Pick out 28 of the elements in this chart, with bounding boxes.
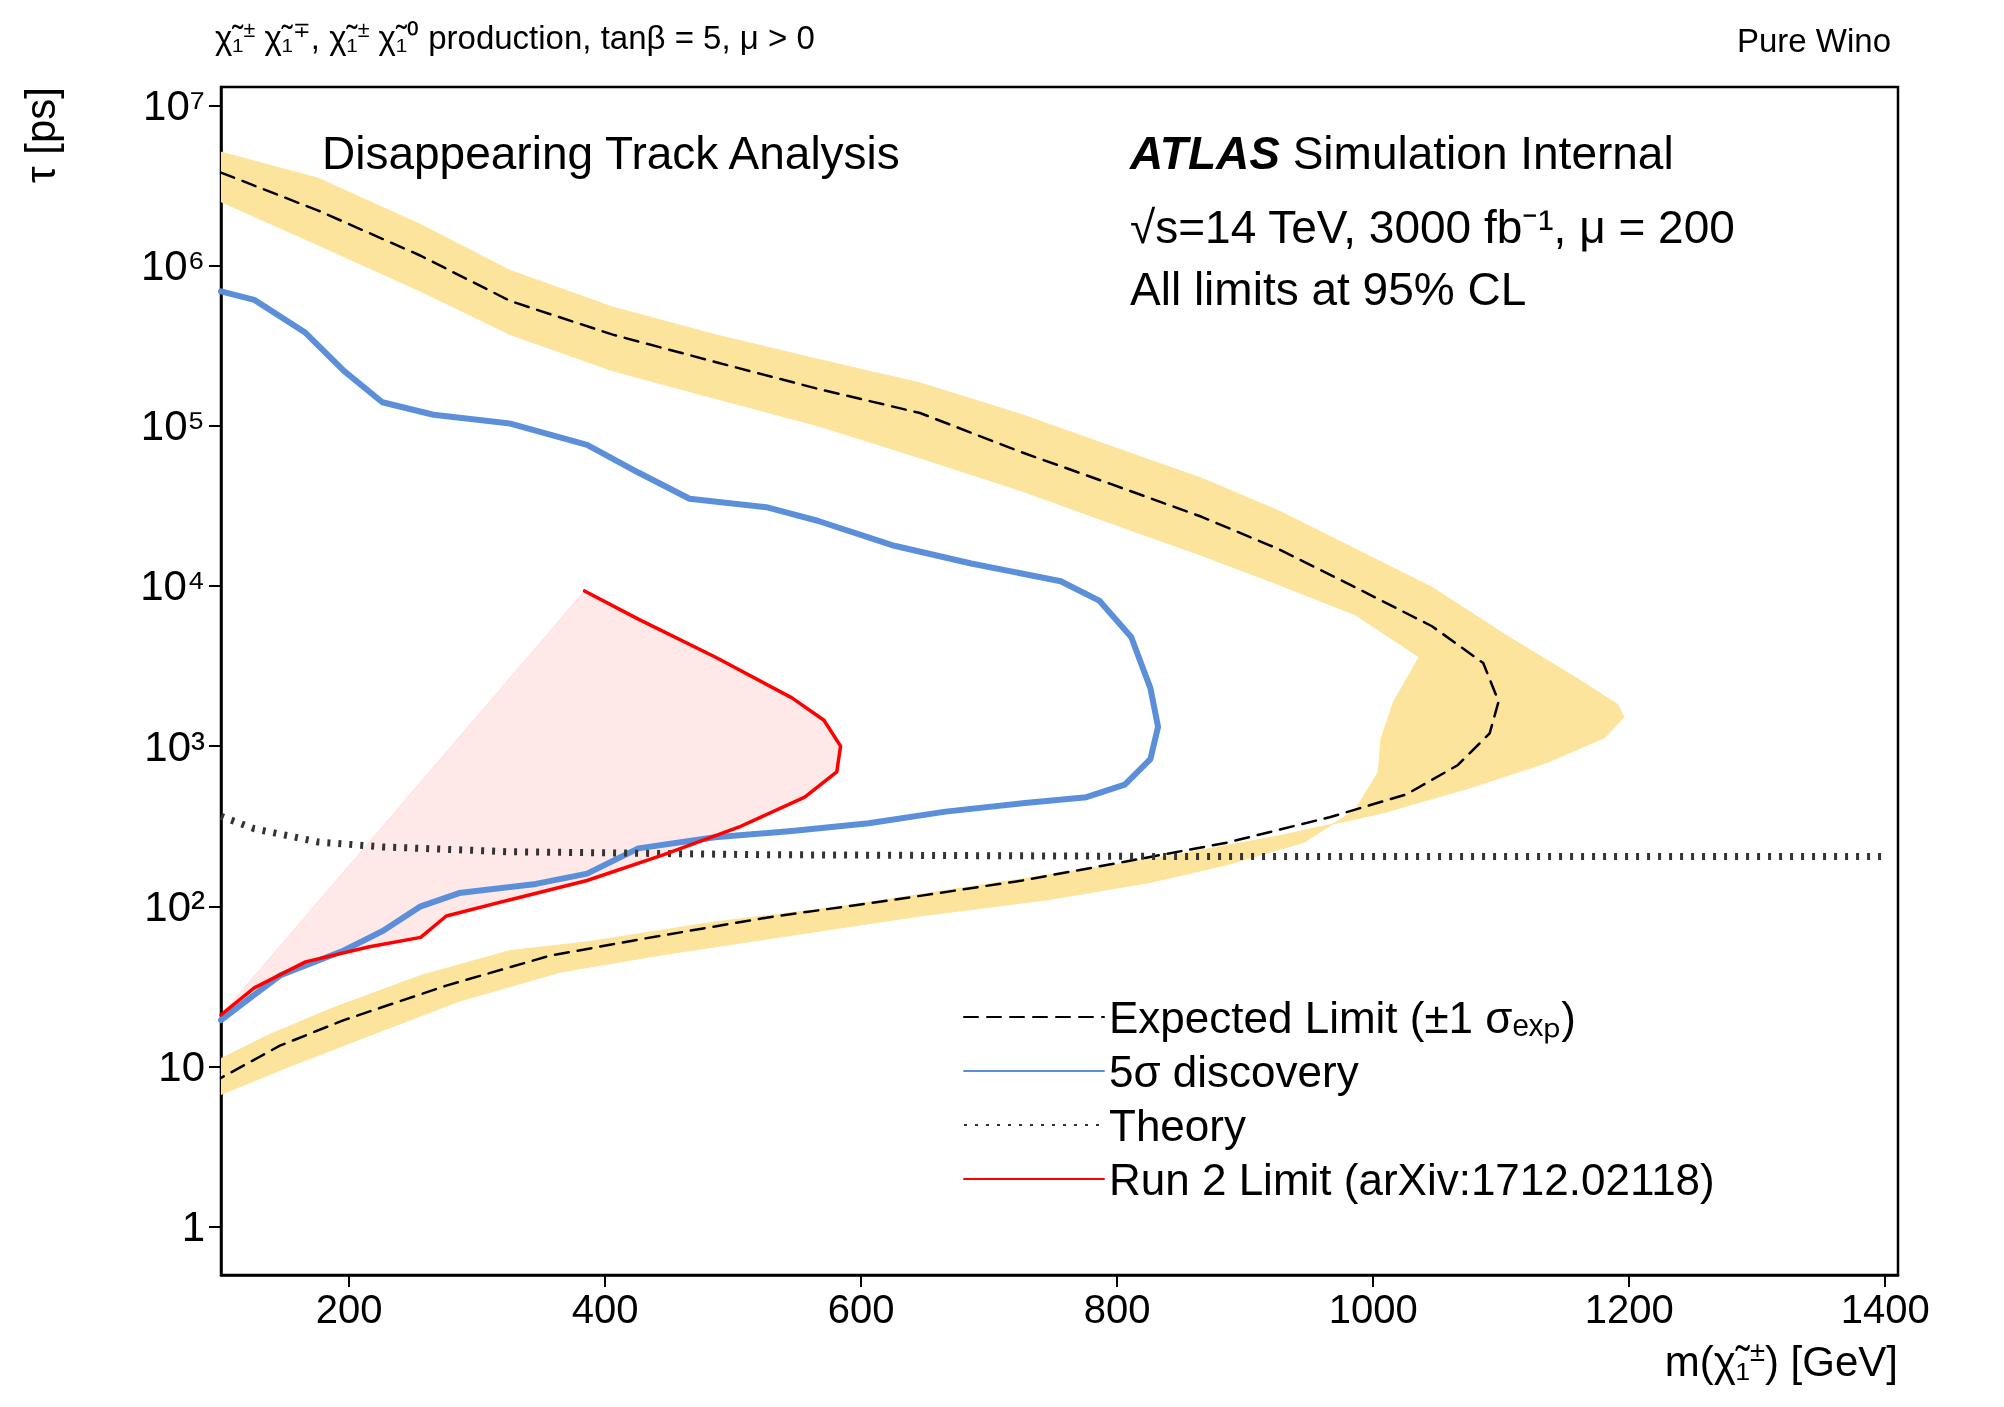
x-tick-label: 600 [827,1287,895,1331]
annotation: Disappearing Track Analysis [322,126,900,180]
y-tick-label: 10² [144,882,206,930]
line-series [219,589,843,1017]
legend-label: Expected Limit (±1 σₑₓₚ) [1109,992,1576,1044]
x-tick-label: 400 [571,1287,639,1331]
y-tick-label: 10³ [144,722,206,770]
y-tick-label: 10⁷ [143,81,205,129]
x-axis-title: m(χ̃₁$^{±}$) [GeV] [1664,1336,1898,1386]
annotation: √s=14 TeV, 3000 fb⁻¹, μ = 200 [1130,200,1735,255]
x-tick-label: 1000 [1328,1287,1418,1331]
y-tick-label: 1 [181,1203,205,1251]
chart-title: χ̃₁$^{±}$ χ̃₁$^{∓}$, χ̃₁$^{±}$ χ̃₁⁰ production, tanβ = 5, μ > 0 [215,17,815,58]
y-tick-label: 10⁶ [140,241,205,289]
y-axis-title: τ [ps] [16,87,64,183]
annotation: All limits at 95% CL [1130,262,1527,316]
y-tick-label: 10⁴ [140,562,205,610]
chart-subtitle: Pure Wino [1736,22,1891,60]
legend-label: Theory [1109,1100,1246,1150]
x-tick-label: 1400 [1840,1287,1930,1331]
y-tick-label: 10 [158,1043,205,1091]
legend-label: Run 2 Limit (arXiv:1712.02118) [1109,1154,1715,1204]
y-tick-label: 10⁵ [140,402,205,450]
legend-label: 5σ discovery [1109,1046,1359,1096]
x-tick-label: 200 [315,1287,383,1331]
x-tick-label: 800 [1083,1287,1151,1331]
annotation: ATLAS Simulation Internal [1130,126,1674,180]
x-tick-label: 1200 [1584,1287,1674,1331]
